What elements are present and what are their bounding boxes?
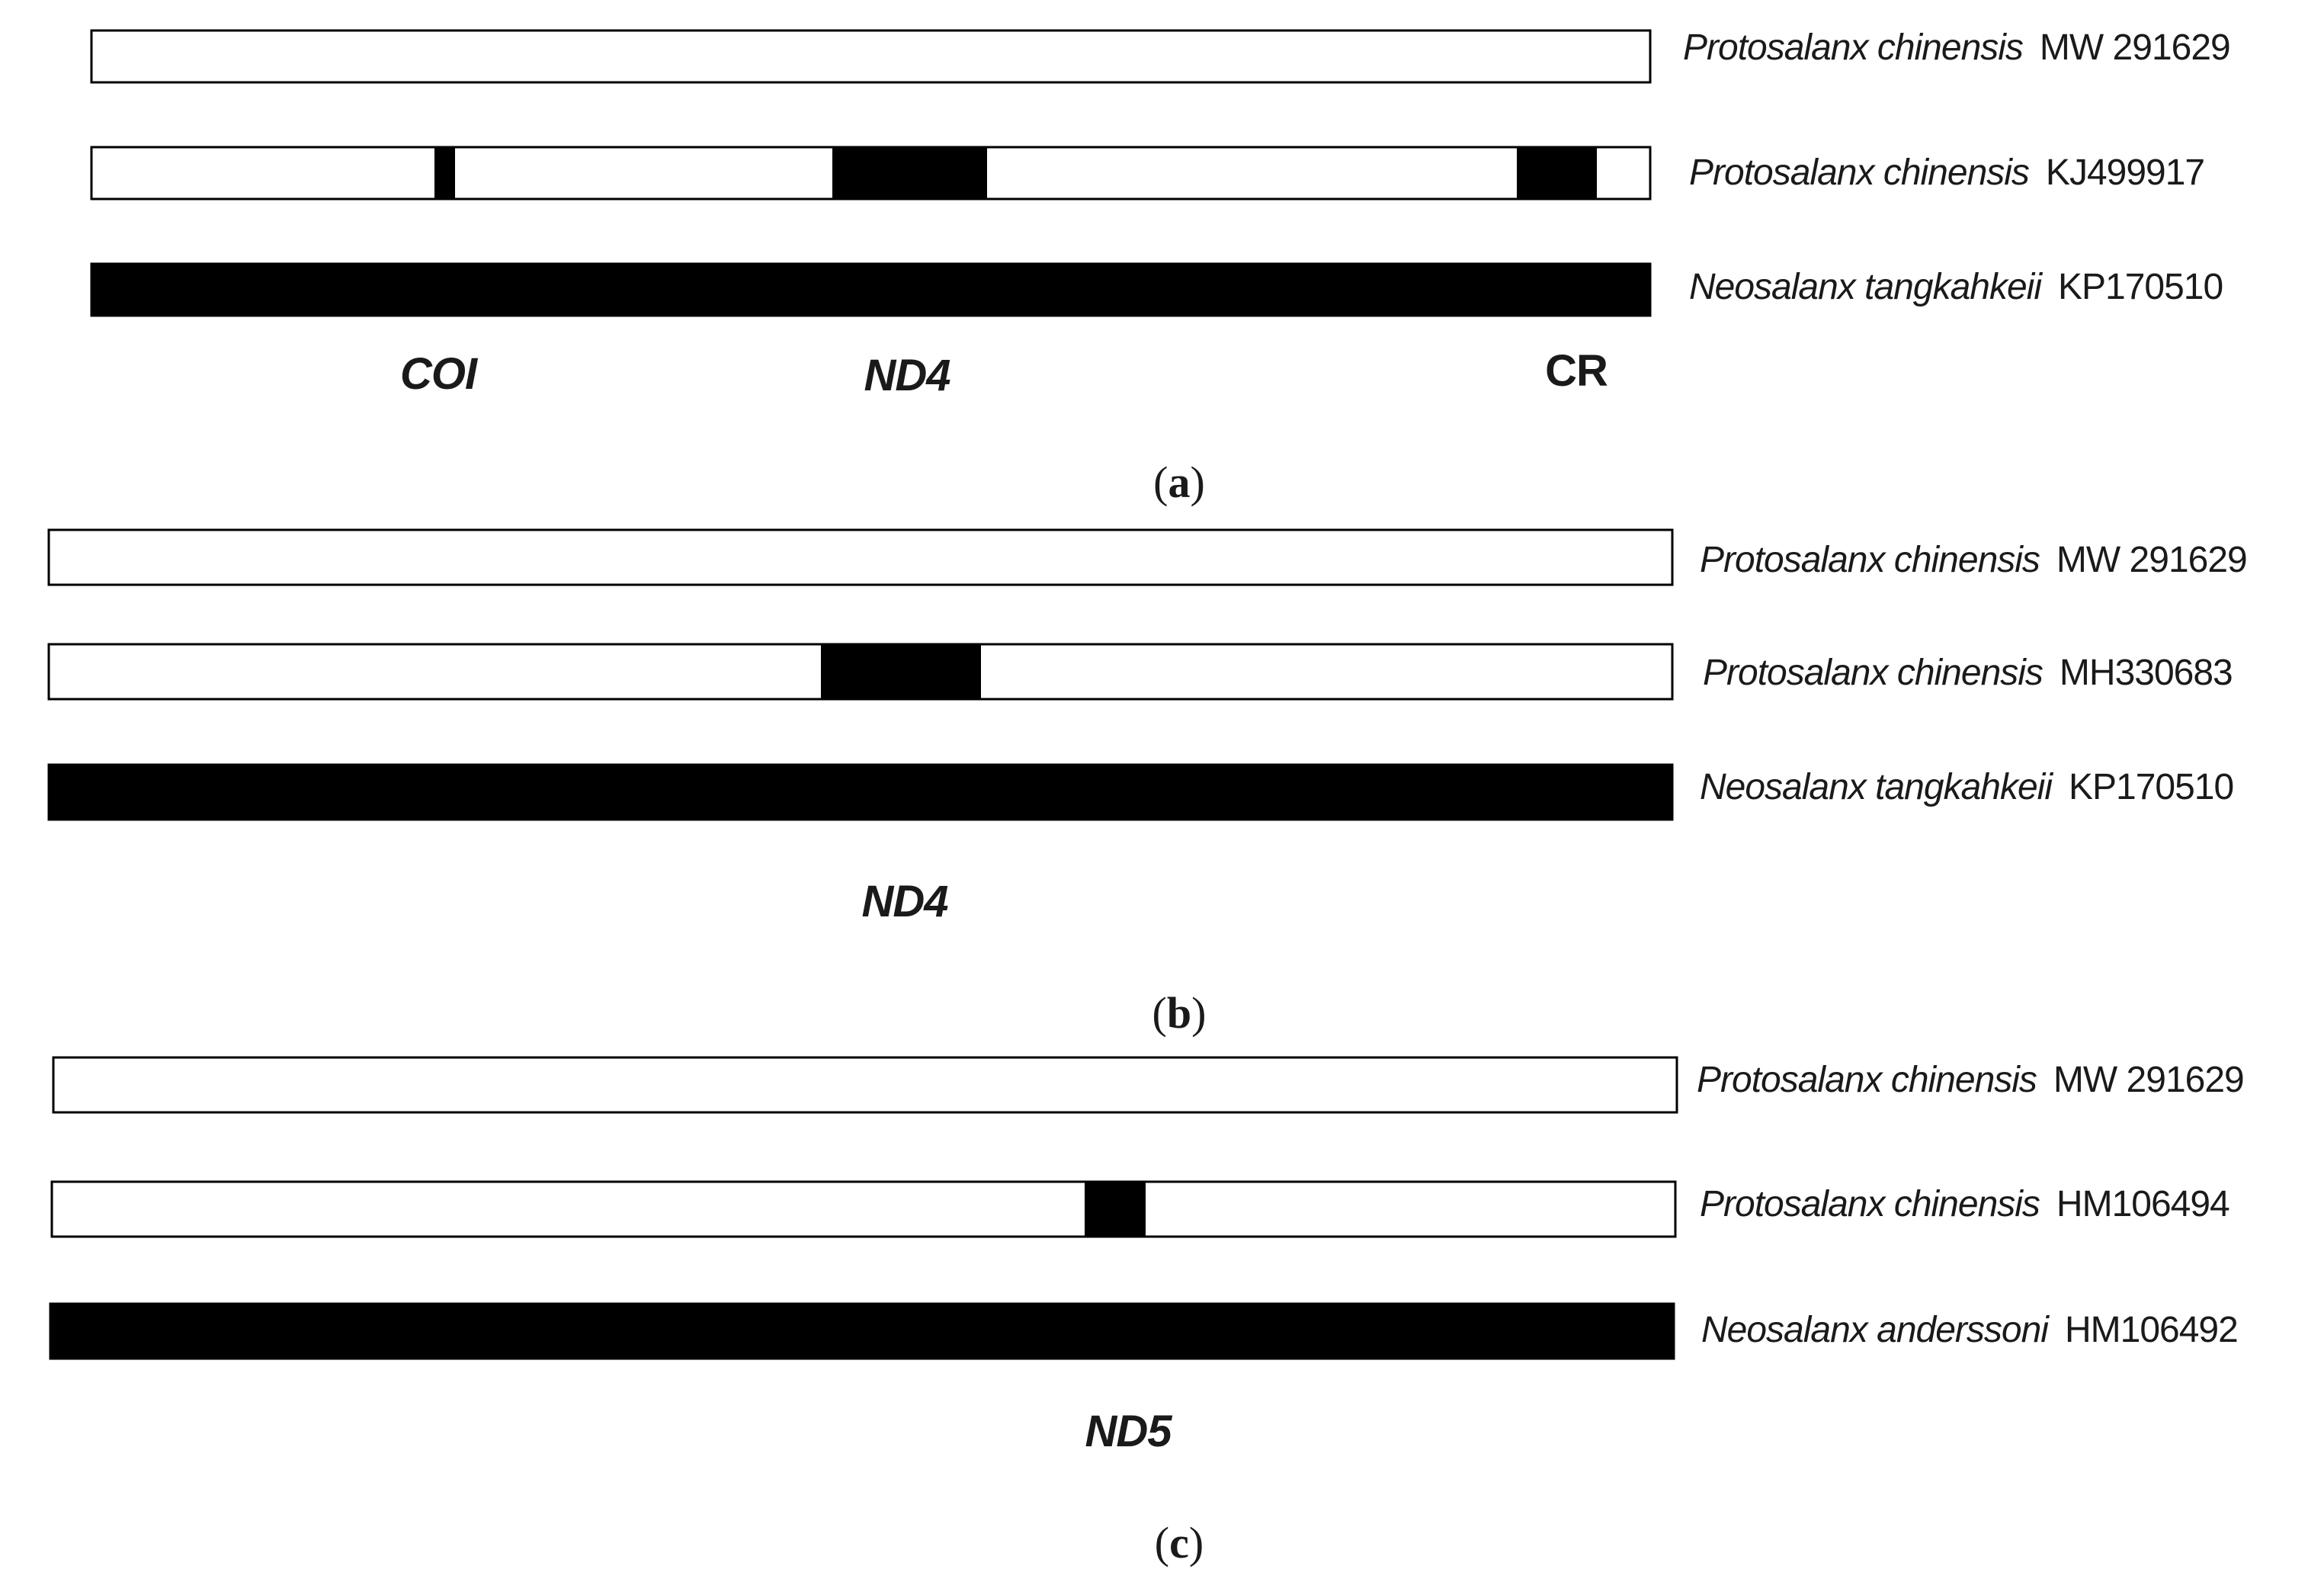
species-name: Protosalanx chinensis [1703, 653, 2044, 693]
sequence-label: Protosalanx chinensis MW 291629 [1697, 1060, 2244, 1100]
panel-label: (a) [1153, 457, 1205, 507]
panel-label-close: ) [1191, 988, 1206, 1038]
sequence-bar [52, 1056, 1678, 1114]
accession-number: KP170510 [2058, 267, 2223, 307]
species-name: Protosalanx chinensis [1700, 1184, 2040, 1224]
gene-label-nd4: ND4 [864, 351, 950, 400]
sequence-label: Protosalanx chinensis MW 291629 [1700, 540, 2247, 580]
sequence-label: Protosalanx chinensis HM106494 [1700, 1184, 2229, 1224]
diff-region-cr [1517, 147, 1597, 199]
sequence-label: Neosalanx tangkahkeii KP170510 [1689, 267, 2223, 307]
species-name: Protosalanx chinensis [1700, 540, 2040, 580]
panel-b: Protosalanx chinensis MW 291629Protosalan… [47, 528, 2248, 1038]
sequence-bar [50, 1180, 1677, 1238]
sequence-row: Neosalanx tangkahkeii KP170510 [90, 262, 2223, 317]
species-name: Protosalanx chinensis [1683, 27, 2024, 68]
gene-label-nd4: ND4 [861, 877, 948, 926]
panel-label: (b) [1152, 988, 1207, 1038]
species-name: Neosalanx anderssoni [1701, 1310, 2050, 1350]
panel-label-letter: c [1169, 1518, 1189, 1568]
panel-label-close: ) [1191, 457, 1205, 507]
diff-region-nd4 [832, 147, 987, 199]
sequence-row: Protosalanx chinensis KJ499917 [90, 146, 2205, 201]
accession-number: KP170510 [2069, 767, 2233, 807]
panel-label-open: ( [1152, 988, 1167, 1038]
diff-region-nd5 [1085, 1182, 1146, 1237]
gene-label-cr: CR [1545, 346, 1608, 396]
sequence-row: Protosalanx chinensis HM106494 [50, 1180, 2230, 1238]
accession-number: MW 291629 [2056, 540, 2247, 580]
panel-a: Protosalanx chinensis MW 291629Protosalan… [90, 27, 2231, 507]
accession-number: KJ499917 [2046, 152, 2204, 193]
panel-c: Protosalanx chinensis MW 291629Protosalan… [49, 1056, 2245, 1568]
species-name: Protosalanx chinensis [1689, 152, 2030, 193]
sequence-bar [90, 29, 1652, 84]
species-name: Neosalanx tangkahkeii [1689, 267, 2043, 307]
sequence-bar-filled [49, 1302, 1675, 1360]
sequence-row: Neosalanx tangkahkeii KP170510 [47, 763, 2234, 821]
species-name: Protosalanx chinensis [1697, 1060, 2037, 1100]
sequence-row: Protosalanx chinensis MH330683 [47, 643, 2233, 701]
gene-label-nd5: ND5 [1085, 1407, 1172, 1456]
species-name: Neosalanx tangkahkeii [1700, 767, 2053, 807]
sequence-row: Protosalanx chinensis MW 291629 [52, 1056, 2245, 1114]
sequence-row: Neosalanx anderssoni HM106492 [49, 1302, 2239, 1360]
panel-label-open: ( [1153, 457, 1168, 507]
diff-region-coi [434, 147, 455, 199]
gene-label-coi: COI [400, 349, 479, 399]
sequence-row: Protosalanx chinensis MW 291629 [47, 528, 2248, 586]
sequence-bar-filled [90, 262, 1652, 317]
accession-number: MW 291629 [2053, 1060, 2244, 1100]
sequence-row: Protosalanx chinensis MW 291629 [90, 27, 2231, 84]
sequence-label: Protosalanx chinensis MH330683 [1703, 653, 2233, 693]
panel-label-letter: a [1168, 457, 1191, 507]
sequence-label: Protosalanx chinensis MW 291629 [1683, 27, 2230, 68]
panel-label-close: ) [1189, 1518, 1204, 1568]
panel-label: (c) [1155, 1518, 1204, 1568]
accession-number: MH330683 [2060, 653, 2233, 693]
sequence-label: Protosalanx chinensis KJ499917 [1689, 152, 2204, 193]
diff-region-nd4 [821, 644, 981, 699]
accession-number: HM106494 [2056, 1184, 2229, 1224]
sequence-label: Neosalanx tangkahkeii KP170510 [1700, 767, 2233, 807]
sequence-bar-filled [47, 763, 1674, 821]
accession-number: MW 291629 [2040, 27, 2230, 68]
panel-label-open: ( [1155, 1518, 1169, 1568]
accession-number: HM106492 [2065, 1310, 2238, 1350]
panel-label-letter: b [1167, 988, 1191, 1038]
sequence-label: Neosalanx anderssoni HM106492 [1701, 1310, 2238, 1350]
sequence-bar [47, 528, 1674, 586]
